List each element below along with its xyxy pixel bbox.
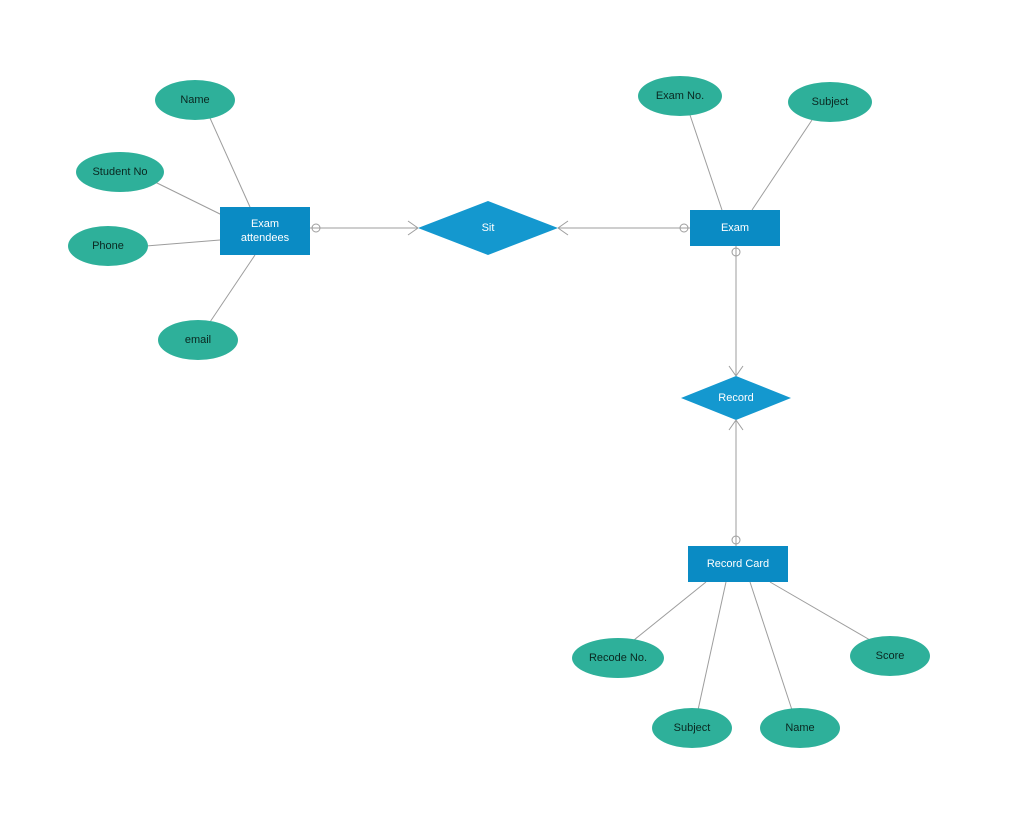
entity-exam_attendees: Exam attendees [220,207,310,255]
attribute-label: Student No [92,166,147,178]
er-diagram-canvas: Exam attendees Exam Record Card Sit Record Nam… [0,0,1024,816]
attribute-label: Name [785,722,814,734]
attribute-label: Subject [674,722,711,734]
entity-exam: Exam [690,210,780,246]
attribute-ea_phone: Phone [68,226,148,266]
attribute-ex_subject: Subject [788,82,872,122]
attribute-ex_exam_no: Exam No. [638,76,722,116]
attribute-rc_score: Score [850,636,930,676]
attribute-label: email [185,334,211,346]
attribute-label: Phone [92,240,124,252]
entity-label: attendees [241,232,290,244]
attribute-label: Exam No. [656,90,704,102]
entity-label: Exam [251,218,279,230]
entity-label: Record Card [707,558,769,570]
attribute-label: Score [876,650,905,662]
attribute-ea_name: Name [155,80,235,120]
attribute-ea_email: email [158,320,238,360]
attribute-rc_subject: Subject [652,708,732,748]
attribute-label: Recode No. [589,652,647,664]
relationship-label: Record [718,392,753,404]
attribute-rc_recode_no: Recode No. [572,638,664,678]
entity-label: Exam [721,222,749,234]
attribute-label: Name [180,94,209,106]
attribute-rc_name: Name [760,708,840,748]
relationship-label: Sit [482,222,495,234]
attribute-label: Subject [812,96,849,108]
entity-record_card: Record Card [688,546,788,582]
attribute-ea_student_no: Student No [76,152,164,192]
